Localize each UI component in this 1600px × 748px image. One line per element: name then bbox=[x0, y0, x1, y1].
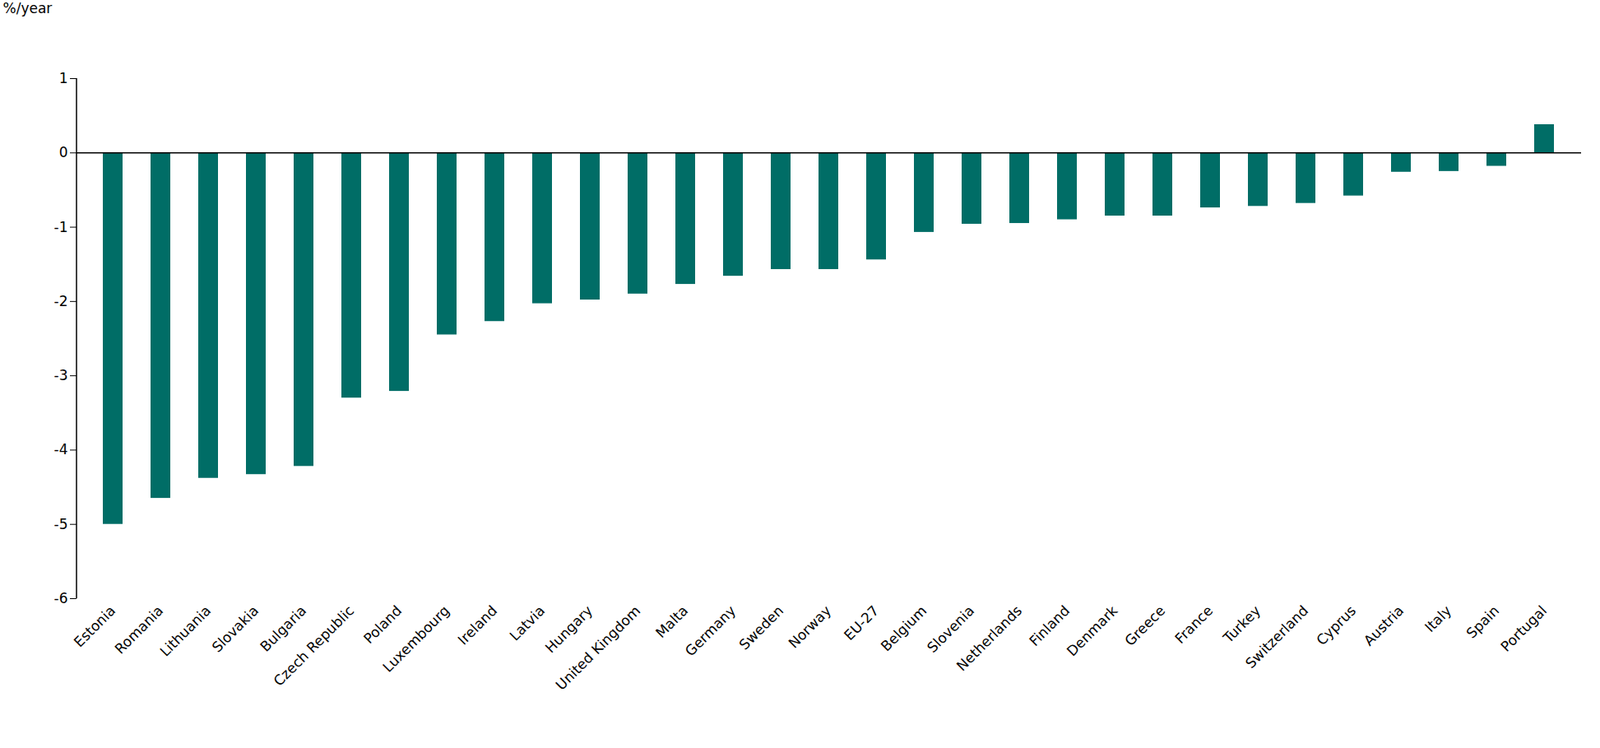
svg-text:Ireland: Ireland bbox=[454, 602, 501, 649]
svg-text:Luxembourg: Luxembourg bbox=[379, 602, 453, 676]
svg-text:%/year: %/year bbox=[3, 0, 53, 17]
svg-text:Lithuania: Lithuania bbox=[156, 602, 214, 660]
svg-text:Hungary: Hungary bbox=[541, 602, 596, 656]
svg-text:Bulgaria: Bulgaria bbox=[256, 602, 310, 655]
svg-text:0: 0 bbox=[59, 143, 69, 161]
svg-text:Switzerland: Switzerland bbox=[1242, 602, 1312, 672]
svg-text:-6: -6 bbox=[54, 589, 69, 607]
svg-text:-4: -4 bbox=[54, 440, 69, 458]
svg-text:Czech Republic: Czech Republic bbox=[270, 602, 358, 690]
svg-text:Cyprus: Cyprus bbox=[1312, 602, 1359, 649]
svg-text:Estonia: Estonia bbox=[70, 602, 119, 650]
svg-text:Netherlands: Netherlands bbox=[953, 602, 1026, 675]
svg-text:Latvia: Latvia bbox=[505, 602, 548, 645]
svg-text:Turkey: Turkey bbox=[1219, 602, 1264, 647]
svg-text:Finland: Finland bbox=[1025, 602, 1073, 650]
svg-text:Portugal: Portugal bbox=[1497, 602, 1550, 655]
svg-text:-3: -3 bbox=[54, 366, 69, 384]
svg-text:Romania: Romania bbox=[111, 602, 167, 657]
svg-text:Greece: Greece bbox=[1121, 602, 1169, 650]
svg-text:Sweden: Sweden bbox=[736, 602, 788, 654]
svg-text:-5: -5 bbox=[54, 515, 69, 533]
svg-text:Slovakia: Slovakia bbox=[208, 602, 263, 656]
svg-text:Germany: Germany bbox=[681, 602, 739, 659]
svg-text:United Kingdom: United Kingdom bbox=[552, 602, 645, 694]
svg-text:Italy: Italy bbox=[1421, 602, 1455, 636]
svg-text:Slovenia: Slovenia bbox=[923, 602, 978, 656]
svg-text:1: 1 bbox=[59, 69, 69, 87]
svg-text:-2: -2 bbox=[54, 292, 69, 310]
svg-text:Malta: Malta bbox=[652, 602, 692, 641]
svg-text:Denmark: Denmark bbox=[1063, 602, 1122, 660]
svg-text:-1: -1 bbox=[54, 218, 69, 236]
svg-text:Spain: Spain bbox=[1462, 602, 1503, 642]
svg-text:Austria: Austria bbox=[1360, 602, 1408, 650]
svg-text:Poland: Poland bbox=[360, 602, 405, 647]
svg-text:EU-27: EU-27 bbox=[840, 602, 882, 644]
svg-text:France: France bbox=[1171, 602, 1216, 647]
svg-text:Belgium: Belgium bbox=[877, 602, 930, 654]
svg-text:Norway: Norway bbox=[784, 602, 835, 652]
